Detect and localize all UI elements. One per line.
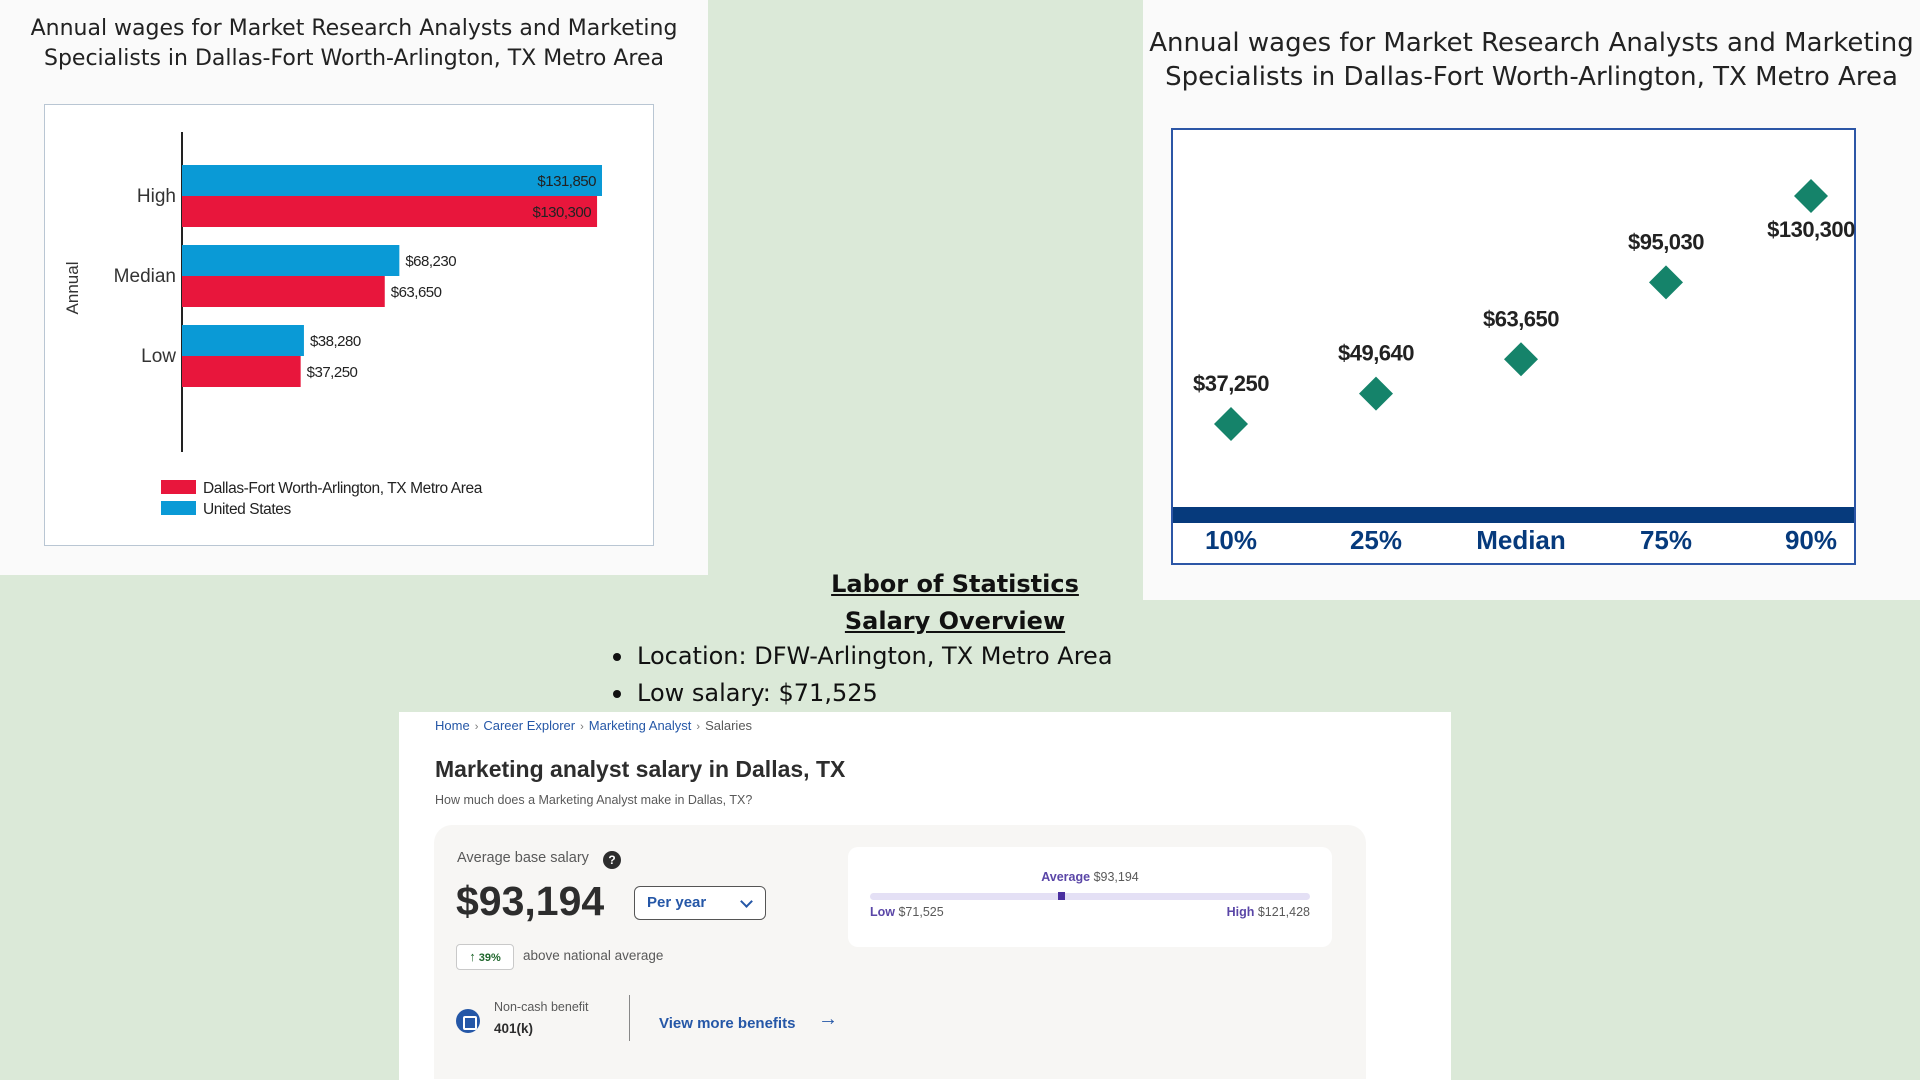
breadcrumb-career-explorer[interactable]: Career Explorer xyxy=(483,718,576,733)
overview-item-location: Location: DFW-Arlington, TX Metro Area xyxy=(613,638,1113,675)
salary-page: Home › Career Explorer › Marketing Analyst › S… xyxy=(399,712,1451,1080)
bar-high-1 xyxy=(182,196,598,227)
x-tick-label: 75% xyxy=(1640,525,1692,555)
pay-period-value: Per year xyxy=(647,894,707,911)
breadcrumb: Home › Career Explorer › Marketing Analyst › S… xyxy=(435,718,752,733)
benefit-label: Non-cash benefit xyxy=(494,1000,589,1014)
legend-entry-1: United States xyxy=(203,501,292,518)
breadcrumb-salaries: Salaries xyxy=(705,718,753,733)
salary-range-card: Average $93,194 Low $71,525 High $121,42… xyxy=(848,847,1332,947)
x-tick-label: 90% xyxy=(1785,525,1837,555)
data-label: $68,230 xyxy=(405,253,456,270)
bar-low-1 xyxy=(182,356,301,387)
range-high-label: High xyxy=(1226,905,1255,919)
dot-chart-title: Annual wages for Market Research Analyst… xyxy=(1149,28,1914,92)
data-label: $131,850 xyxy=(537,173,596,190)
breadcrumb-separator-icon: › xyxy=(474,721,479,733)
bar-median-0 xyxy=(182,245,400,276)
range-track xyxy=(870,892,1310,900)
x-tick-label: 25% xyxy=(1350,525,1402,555)
overview-list: Location: DFW-Arlington, TX Metro Area L… xyxy=(613,638,1113,712)
dot-chart-panel: Annual wages for Market Research Analyst… xyxy=(1143,0,1920,600)
percent-description: above national average xyxy=(523,948,664,963)
diamond-marker-4 xyxy=(1794,179,1828,213)
range-average-marker xyxy=(1057,892,1065,900)
breadcrumb-separator-icon: › xyxy=(580,721,584,733)
y-axis-label: Annual xyxy=(63,262,82,315)
x-tick-label: 10% xyxy=(1205,525,1257,555)
range-high-value: $121,428 xyxy=(1257,905,1310,919)
plot-frame xyxy=(1171,128,1856,565)
arrow-right-icon[interactable]: → xyxy=(818,1008,838,1030)
overview-title: Labor of Statistics Salary Overview xyxy=(831,570,1079,635)
range-high: High $121,428 xyxy=(1227,905,1310,919)
data-label: $38,280 xyxy=(310,333,361,350)
diamond-marker-2 xyxy=(1504,342,1538,377)
arrow-up-icon: ↑ xyxy=(469,949,476,964)
breadcrumb-home[interactable]: Home xyxy=(435,718,470,733)
breadcrumb-marketing-analyst[interactable]: Marketing Analyst xyxy=(588,718,692,733)
view-more-benefits-link[interactable]: View more benefits xyxy=(659,1015,796,1032)
bar-chart-title: Annual wages for Market Research Analyst… xyxy=(30,16,678,71)
range-low: Low $71,525 xyxy=(870,905,944,919)
overview-item-low-salary: Low salary: $71,525 xyxy=(613,675,1113,712)
bar-chart: Annual High $131,850 $130,300 Median $68,230 $… xyxy=(63,132,602,518)
legend-swatch-0 xyxy=(161,480,196,494)
average-salary-label: Average base salary xyxy=(457,850,589,866)
legend-entry-0: Dallas-Fort Worth-Arlington, TX Metro Ar… xyxy=(203,480,483,497)
average-salary-value: $93,194 xyxy=(456,878,605,924)
category-label-median: Median xyxy=(114,266,176,287)
page-subtitle: How much does a Marketing Analyst make i… xyxy=(435,793,753,807)
bar-chart-panel: Annual wages for Market Research Analyst… xyxy=(0,0,708,575)
diamond-marker-3 xyxy=(1649,265,1683,300)
diamond-marker-0 xyxy=(1214,407,1248,441)
help-icon[interactable]: ? xyxy=(603,851,621,869)
chevron-down-icon xyxy=(740,895,753,908)
x-tick-label: Median xyxy=(1476,525,1566,555)
divider xyxy=(629,995,630,1041)
percent-badge: ↑ 39% xyxy=(456,944,514,970)
gift-icon xyxy=(456,1009,480,1033)
benefit-value: 401(k) xyxy=(494,1021,534,1036)
data-label: $63,650 xyxy=(391,284,442,301)
data-label: $130,300 xyxy=(532,204,591,221)
bar-high-0 xyxy=(182,165,602,196)
range-average: Average $93,194 xyxy=(848,870,1332,884)
page-title: Marketing analyst salary in Dallas, TX xyxy=(435,756,846,782)
percent-value: 39% xyxy=(478,952,501,964)
data-label: $37,250 xyxy=(307,364,358,381)
x-axis-band xyxy=(1173,507,1854,523)
bar-low-0 xyxy=(182,325,304,356)
data-label: $95,030 xyxy=(1628,229,1704,254)
dot-chart: $37,250 10% $49,640 25% $63,650 Median $95,030… xyxy=(1171,128,1856,565)
category-label-low: Low xyxy=(141,346,176,367)
range-average-value: $93,194 xyxy=(1093,870,1139,884)
range-low-label: Low xyxy=(870,905,895,919)
salary-summary-box: Average base salary ? $93,194 Per year ↑… xyxy=(434,825,1366,1079)
data-label: $130,300 xyxy=(1767,217,1855,242)
category-label-high: High xyxy=(137,186,176,207)
range-low-value: $71,525 xyxy=(898,905,944,919)
data-label: $37,250 xyxy=(1193,371,1269,396)
bar-chart-frame: Annual High $131,850 $130,300 Median $68,230 $… xyxy=(44,104,654,546)
diamond-marker-1 xyxy=(1359,376,1393,411)
bar-median-1 xyxy=(182,276,385,307)
data-label: $63,650 xyxy=(1483,306,1559,331)
data-label: $49,640 xyxy=(1338,341,1414,366)
range-average-label: Average xyxy=(1041,870,1091,884)
legend-swatch-1 xyxy=(161,501,196,515)
pay-period-select[interactable]: Per year xyxy=(634,886,766,920)
breadcrumb-separator-icon: › xyxy=(696,721,701,733)
